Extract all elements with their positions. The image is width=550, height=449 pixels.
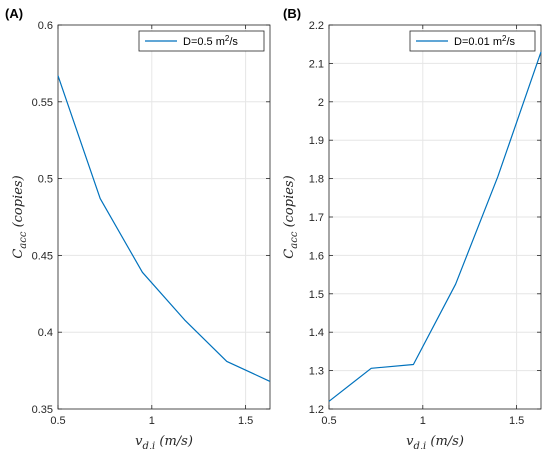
y-tick-label: 1.5 — [309, 289, 324, 301]
legend-text-tail: /s — [229, 36, 238, 48]
axis-label-unit: (copies) — [11, 175, 26, 231]
y-tick-label: 1.8 — [309, 174, 324, 186]
y-tick-label: 0.55 — [32, 97, 53, 109]
legend-text-tail: /s — [506, 36, 515, 48]
y-tick-label: 0.35 — [32, 404, 53, 416]
y-tick-label: 1.7 — [309, 212, 324, 224]
legend-text-superscript: 2 — [225, 34, 230, 43]
y-tick-label: 0.6 — [38, 20, 53, 32]
axes-frame — [57, 24, 271, 410]
axis-label-unit: (copies) — [282, 175, 297, 231]
legend-entry: D=0.5 m2/s — [183, 34, 238, 48]
y-tick-label: 2.1 — [309, 58, 324, 70]
y-axis-label: Cacc (copies) — [11, 175, 29, 258]
legend: D=0.01 m2/s — [409, 30, 536, 52]
axis-label-symbol: C — [282, 249, 297, 259]
chart-panel-b: 0.5 1 1.5 1.2 1.3 1.4 1.5 1.6 1.7 1.8 1.9 2 2.1 2.2 D=… — [282, 6, 542, 449]
x-tick-label: 1 — [420, 415, 426, 427]
y-tick-label: 1.2 — [309, 404, 324, 416]
legend-text-main: D=0.5 m — [183, 36, 225, 48]
legend-box — [409, 30, 536, 52]
x-axis-label: vd,i (m/s) — [135, 434, 193, 449]
y-tick-label: 1.4 — [309, 327, 324, 339]
y-tick-label: 1.9 — [309, 135, 324, 147]
axis-label-symbol: C — [11, 249, 26, 259]
legend-text-superscript: 2 — [502, 34, 507, 43]
axis-label-subscript: d,i — [413, 441, 426, 449]
x-tick-label: 1.5 — [509, 415, 524, 427]
panel-label: (B) — [283, 6, 301, 21]
y-tick-label: 0.5 — [38, 174, 53, 186]
axis-label-symbol: v — [135, 434, 143, 449]
legend-entry: D=0.01 m2/s — [454, 34, 516, 48]
legend-box — [138, 30, 265, 52]
axis-label-subscript: d,i — [142, 441, 155, 449]
x-tick-label: 1 — [149, 415, 155, 427]
axis-label-unit: (m/s) — [426, 434, 464, 449]
panel-label: (A) — [5, 6, 23, 21]
x-tick-label: 0.5 — [50, 415, 65, 427]
plot-area — [58, 25, 270, 409]
y-tick-label: 2.2 — [309, 20, 324, 32]
legend-text-main: D=0.01 m — [454, 36, 502, 48]
x-tick-label: 1.5 — [238, 415, 253, 427]
y-tick-label: 2 — [318, 97, 324, 109]
x-tick-label: 0.5 — [321, 415, 336, 427]
y-tick-label: 0.4 — [38, 327, 53, 339]
axis-label-subscript: acc — [18, 231, 29, 249]
x-axis-label: vd,i (m/s) — [406, 434, 464, 449]
series-line — [57, 75, 271, 382]
series-line — [328, 51, 542, 402]
y-tick-label: 1.6 — [309, 250, 324, 262]
axis-label-subscript: acc — [289, 231, 300, 249]
y-tick-label: 1.3 — [309, 366, 324, 378]
y-tick-label: 0.45 — [32, 250, 53, 262]
legend: D=0.5 m2/s — [138, 30, 265, 52]
chart-panel-a: 0.5 1 1.5 0.35 0.4 0.45 0.5 0.55 0.6 D=0.5 m2/s (A… — [5, 6, 271, 449]
y-axis-label: Cacc (copies) — [282, 175, 300, 258]
axis-label-symbol: v — [406, 434, 414, 449]
axis-label-unit: (m/s) — [155, 434, 193, 449]
